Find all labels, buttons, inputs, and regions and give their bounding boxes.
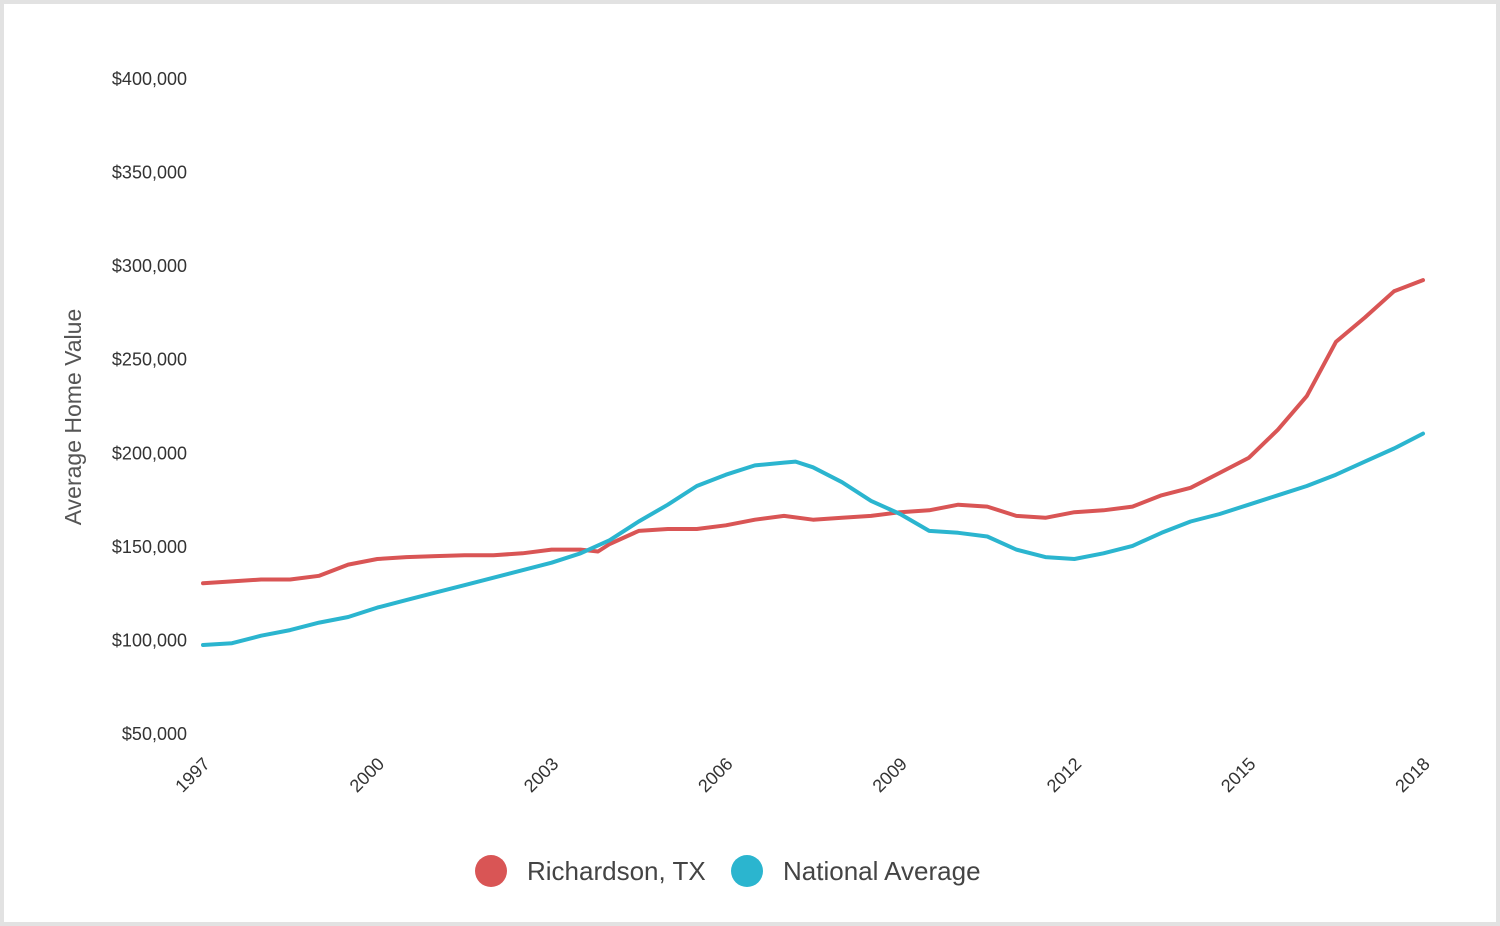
y-tick-label: $300,000 bbox=[112, 256, 187, 276]
y-axis-ticks: $50,000 $100,000 $150,000 $200,000 $250,000 $… bbox=[112, 69, 187, 744]
x-tick-label: 2015 bbox=[1217, 754, 1259, 796]
series-lines bbox=[201, 278, 1425, 647]
legend-item-national-average: National Average bbox=[731, 855, 981, 887]
legend: Richardson, TX National Average bbox=[475, 855, 981, 887]
x-tick-label: 2018 bbox=[1391, 754, 1433, 796]
y-tick-label: $200,000 bbox=[112, 443, 187, 463]
x-tick-label: 1997 bbox=[171, 754, 213, 796]
legend-swatch-richardson bbox=[475, 855, 507, 887]
y-tick-label: $150,000 bbox=[112, 537, 187, 557]
y-tick-label: $100,000 bbox=[112, 630, 187, 650]
x-tick-label: 2000 bbox=[346, 754, 388, 796]
y-tick-label: $50,000 bbox=[122, 724, 187, 744]
series-line-national-average bbox=[201, 431, 1425, 647]
x-tick-label: 2003 bbox=[520, 754, 562, 796]
x-tick-label: 2006 bbox=[694, 754, 736, 796]
series-line-richardson bbox=[201, 278, 1425, 586]
y-tick-label: $250,000 bbox=[112, 350, 187, 370]
x-tick-label: 2009 bbox=[869, 754, 911, 796]
legend-label-richardson: Richardson, TX bbox=[527, 856, 706, 886]
legend-label-national-average: National Average bbox=[783, 856, 981, 886]
y-tick-label: $350,000 bbox=[112, 163, 187, 183]
x-tick-label: 2012 bbox=[1043, 754, 1085, 796]
y-tick-label: $400,000 bbox=[112, 69, 187, 89]
y-axis-title: Average Home Value bbox=[60, 309, 86, 526]
legend-swatch-national-average bbox=[731, 855, 763, 887]
x-axis-ticks: 1997 2000 2003 2006 2009 2012 2015 2018 bbox=[171, 754, 1433, 796]
legend-item-richardson: Richardson, TX bbox=[475, 855, 706, 887]
